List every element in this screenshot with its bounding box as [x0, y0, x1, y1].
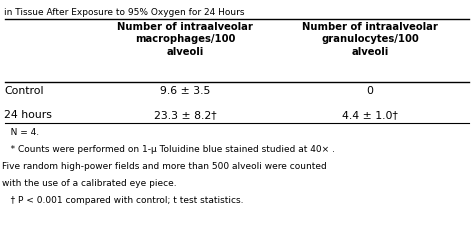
Text: 0: 0: [366, 86, 374, 96]
Text: 9.6 ± 3.5: 9.6 ± 3.5: [160, 86, 210, 96]
Text: 23.3 ± 8.2†: 23.3 ± 8.2†: [154, 109, 216, 119]
Text: 4.4 ± 1.0†: 4.4 ± 1.0†: [342, 109, 398, 119]
Text: Control: Control: [4, 86, 44, 96]
Text: N = 4.: N = 4.: [2, 127, 39, 136]
Text: Number of intraalveolar
granulocytes/100
alveoli: Number of intraalveolar granulocytes/100…: [302, 22, 438, 57]
Text: in Tissue After Exposure to 95% Oxygen for 24 Hours: in Tissue After Exposure to 95% Oxygen f…: [4, 8, 245, 17]
Text: Number of intraalveolar
macrophages/100
alveoli: Number of intraalveolar macrophages/100 …: [117, 22, 253, 57]
Text: Five random high-power fields and more than 500 alveoli were counted: Five random high-power fields and more t…: [2, 161, 327, 170]
Text: with the use of a calibrated eye piece.: with the use of a calibrated eye piece.: [2, 178, 177, 187]
Text: † P < 0.001 compared with control; t test statistics.: † P < 0.001 compared with control; t tes…: [2, 195, 244, 204]
Text: * Counts were performed on 1-μ Toluidine blue stained studied at 40× .: * Counts were performed on 1-μ Toluidine…: [2, 144, 335, 153]
Text: 24 hours: 24 hours: [4, 109, 52, 119]
